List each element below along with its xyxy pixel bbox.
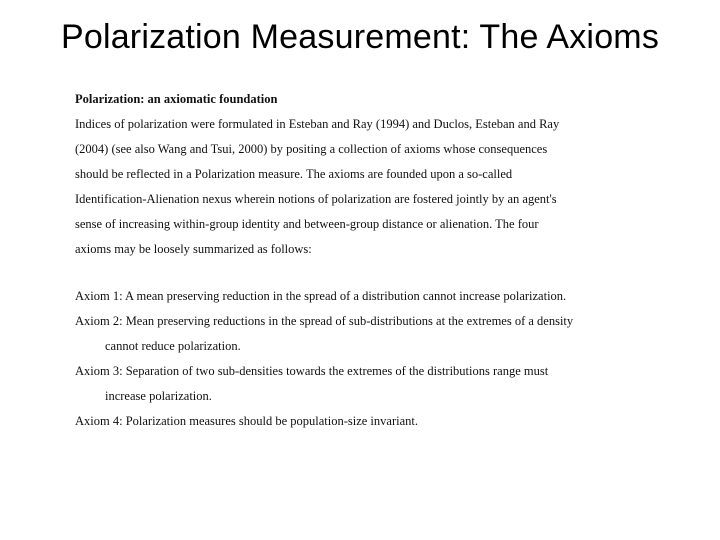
axiom-3-line-2: increase polarization.	[75, 384, 660, 409]
section-heading: Polarization: an axiomatic foundation	[75, 87, 660, 112]
axiom-1: Axiom 1: A mean preserving reduction in …	[75, 284, 660, 309]
intro-line: should be reflected in a Polarization me…	[75, 162, 660, 187]
axiom-4: Axiom 4: Polarization measures should be…	[75, 409, 660, 434]
intro-line: (2004) (see also Wang and Tsui, 2000) by…	[75, 137, 660, 162]
axiom-3-line-1: Axiom 3: Separation of two sub-densities…	[75, 359, 660, 384]
slide-title: Polarization Measurement: The Axioms	[50, 18, 670, 57]
intro-line: sense of increasing within-group identit…	[75, 212, 660, 237]
slide: Polarization Measurement: The Axioms Pol…	[0, 0, 720, 540]
intro-line: Identification-Alienation nexus wherein …	[75, 187, 660, 212]
spacer	[75, 262, 660, 284]
axiom-2-line-1: Axiom 2: Mean preserving reductions in t…	[75, 309, 660, 334]
intro-line: axioms may be loosely summarized as foll…	[75, 237, 660, 262]
axiom-2-line-2: cannot reduce polarization.	[75, 334, 660, 359]
intro-line: Indices of polarization were formulated …	[75, 112, 660, 137]
body-text: Polarization: an axiomatic foundation In…	[50, 87, 670, 434]
